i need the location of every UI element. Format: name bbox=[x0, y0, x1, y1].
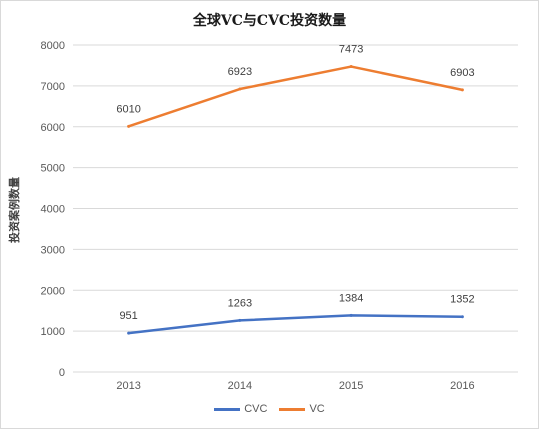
chart-title: 全球VC与CVC投资数量 bbox=[192, 13, 347, 29]
data-point-vc bbox=[127, 124, 131, 128]
y-tick-label: 3000 bbox=[41, 244, 65, 256]
legend-label: VC bbox=[309, 403, 325, 415]
data-point-cvc bbox=[460, 315, 464, 319]
legend-swatch bbox=[214, 407, 241, 411]
x-tick-label: 2016 bbox=[450, 380, 474, 392]
y-tick-label: 7000 bbox=[41, 81, 65, 93]
data-point-cvc bbox=[127, 331, 131, 335]
data-label-vc: 6010 bbox=[116, 103, 140, 115]
data-label-cvc: 951 bbox=[119, 310, 137, 322]
series-line-vc bbox=[127, 65, 464, 128]
data-label-cvc: 1384 bbox=[339, 292, 363, 304]
y-tick-label: 1000 bbox=[41, 326, 65, 338]
data-label-vc: 7473 bbox=[339, 44, 363, 56]
data-label-cvc: 1263 bbox=[228, 297, 252, 309]
x-tick-label: 2014 bbox=[228, 380, 252, 392]
y-tick-label: 6000 bbox=[41, 122, 65, 134]
series-line-cvc bbox=[127, 314, 464, 335]
data-point-vc bbox=[349, 65, 353, 69]
y-tick-label: 0 bbox=[59, 367, 65, 379]
legend-swatch bbox=[279, 407, 306, 411]
x-tick-label: 2015 bbox=[339, 380, 363, 392]
y-tick-label: 5000 bbox=[41, 163, 65, 175]
data-point-cvc bbox=[349, 313, 353, 317]
data-point-vc bbox=[460, 88, 464, 92]
data-label-cvc: 1352 bbox=[450, 294, 474, 306]
data-point-vc bbox=[238, 87, 242, 91]
x-tick-label: 2013 bbox=[116, 380, 140, 392]
y-tick-label: 4000 bbox=[41, 204, 65, 216]
legend-item-cvc: CVC bbox=[214, 403, 267, 415]
y-tick-label: 2000 bbox=[41, 285, 65, 297]
data-label-vc: 6923 bbox=[228, 66, 252, 78]
data-label-vc: 6903 bbox=[450, 67, 474, 79]
legend: CVC VC bbox=[0, 403, 539, 415]
y-tick-label: 8000 bbox=[41, 40, 65, 52]
data-point-cvc bbox=[238, 318, 242, 322]
legend-label: CVC bbox=[244, 403, 268, 415]
legend-item-vc: VC bbox=[279, 403, 325, 415]
